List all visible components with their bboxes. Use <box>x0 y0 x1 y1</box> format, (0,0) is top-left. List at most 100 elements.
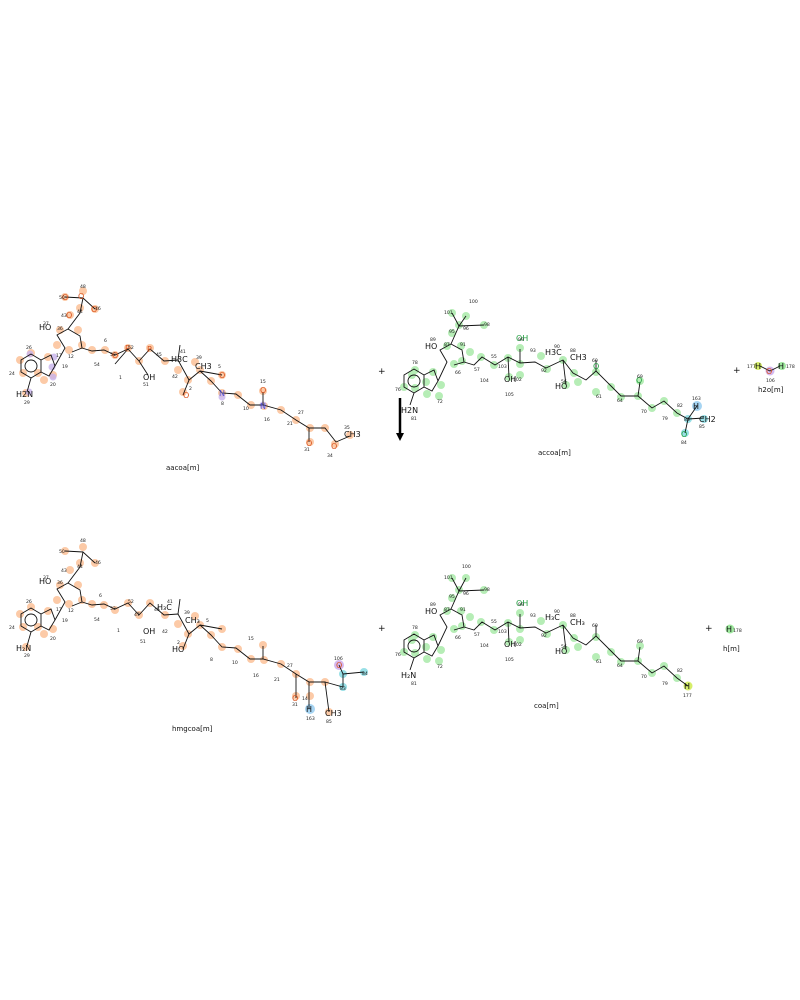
svg-text:64: 64 <box>617 663 623 669</box>
accoa-ho-label: HO <box>425 342 437 351</box>
hmgcoa-n31: 31 <box>292 702 298 708</box>
svg-text:29: 29 <box>24 653 30 659</box>
h2o-n177: 177 <box>747 364 756 370</box>
svg-text:61: 61 <box>596 659 602 665</box>
accoa-n103: 103 <box>498 364 507 370</box>
svg-text:OH: OH <box>516 599 528 608</box>
plus-sign-top-2: + <box>733 366 741 376</box>
coa-bonds <box>403 577 689 687</box>
svg-text:6: 6 <box>99 593 102 599</box>
accoa-n76: 76 <box>395 387 401 393</box>
svg-text:42: 42 <box>162 629 168 635</box>
svg-text:2: 2 <box>177 640 180 646</box>
svg-text:102: 102 <box>513 642 522 648</box>
aacoa-n53: 53 <box>110 352 116 358</box>
accoa-n92: 92 <box>541 368 547 374</box>
aacoa-n12: 12 <box>68 354 74 360</box>
accoa-n87: 87 <box>444 342 450 348</box>
aacoa-n45: 45 <box>156 352 162 358</box>
svg-text:OH: OH <box>143 627 155 636</box>
svg-text:101: 101 <box>444 575 453 581</box>
svg-text:54: 54 <box>94 617 100 623</box>
accoa-n89: 89 <box>430 337 436 343</box>
accoa-n60: 60 <box>592 358 598 364</box>
svg-text:O: O <box>183 391 189 400</box>
svg-text:44: 44 <box>77 564 83 570</box>
svg-text:H₂N: H₂N <box>16 644 31 653</box>
svg-text:69: 69 <box>637 639 643 645</box>
svg-text:10: 10 <box>232 660 238 666</box>
svg-text:48: 48 <box>80 538 86 544</box>
hmgcoa-ch3-label: CH3 <box>325 709 342 718</box>
h2o-h-right: H <box>778 362 784 371</box>
svg-text:47: 47 <box>134 612 140 618</box>
svg-text:91: 91 <box>460 607 466 613</box>
svg-text:57: 57 <box>474 632 480 638</box>
accoa-n104: 104 <box>480 378 489 384</box>
aacoa-n27: 27 <box>298 410 304 416</box>
svg-text:70: 70 <box>641 674 647 680</box>
coa-n177: 177 <box>683 693 692 699</box>
aacoa-n15: 15 <box>260 379 266 385</box>
hmgcoa-h-label: H <box>306 705 312 714</box>
h2o-o: O <box>766 367 772 376</box>
svg-text:19: 19 <box>62 618 68 624</box>
aacoa-n39: 39 <box>196 355 202 361</box>
svg-text:20: 20 <box>50 636 56 642</box>
svg-text:78: 78 <box>412 625 418 631</box>
coa-molecule: HO H₂N OH OH H₃C CH₃ HO H 100 101 98 95 … <box>395 564 693 699</box>
aacoa-n36: 36 <box>57 326 63 332</box>
svg-text:76: 76 <box>395 652 401 658</box>
accoa-n55: 55 <box>491 354 497 360</box>
svg-text:O: O <box>336 661 342 670</box>
svg-text:O: O <box>593 362 599 371</box>
accoa-n101: 101 <box>444 310 453 316</box>
svg-text:H₃C: H₃C <box>157 603 172 612</box>
svg-text:81: 81 <box>411 681 417 687</box>
svg-text:P: P <box>125 344 130 353</box>
aacoa-n48: 48 <box>80 284 86 290</box>
svg-text:87: 87 <box>444 607 450 613</box>
aacoa-n17: 17 <box>56 353 62 359</box>
svg-text:24: 24 <box>9 625 15 631</box>
h2o-n178: 178 <box>786 364 795 370</box>
hmgcoa-name: hmgcoa[m] <box>172 725 213 733</box>
svg-text:O: O <box>91 305 97 314</box>
svg-text:1: 1 <box>117 628 120 634</box>
accoa-n56: 56 <box>561 379 567 385</box>
h-molecule: H 178 <box>725 624 742 634</box>
svg-text:O: O <box>306 439 312 448</box>
aacoa-ho-label: HO <box>39 323 51 332</box>
accoa-n79: 79 <box>662 416 668 422</box>
accoa-n82: 82 <box>677 403 683 409</box>
svg-text:52: 52 <box>128 599 134 605</box>
accoa-h-label: H <box>693 402 699 411</box>
accoa-n57: 57 <box>474 367 480 373</box>
accoa-n88: 88 <box>570 348 576 354</box>
h2o-h-left: H <box>755 362 761 371</box>
accoa-molecule: HO H2N OH H3C CH3 H CH2 OH HO O O O 100 … <box>395 299 716 446</box>
svg-text:39: 39 <box>184 610 190 616</box>
svg-text:36: 36 <box>57 580 63 586</box>
svg-text:50: 50 <box>59 549 65 555</box>
hmgcoa-bonds <box>20 550 365 713</box>
svg-text:17: 17 <box>56 607 62 613</box>
h2o-n106: 106 <box>766 378 775 384</box>
aacoa-name: aacoa[m] <box>166 464 200 472</box>
aacoa-n6: 6 <box>104 338 107 344</box>
svg-text:100: 100 <box>462 564 471 570</box>
accoa-n69: 69 <box>637 374 643 380</box>
svg-text:O: O <box>681 430 687 439</box>
aacoa-n19: 19 <box>62 364 68 370</box>
aacoa-n8: 8 <box>221 401 224 407</box>
aacoa-n42: 42 <box>172 374 178 380</box>
accoa-ch2-label: CH2 <box>699 415 716 424</box>
h-atom: H <box>726 625 732 634</box>
svg-text:O: O <box>219 371 225 380</box>
svg-text:O: O <box>112 351 118 360</box>
svg-text:98: 98 <box>484 587 490 593</box>
coa-h-label: H <box>684 682 690 691</box>
aacoa-n43: 43 <box>61 313 67 319</box>
aacoa-molecule: HO H2N OH H3C CH3 CH3 O O O O O O O O O … <box>9 284 361 459</box>
svg-text:N: N <box>219 389 225 398</box>
